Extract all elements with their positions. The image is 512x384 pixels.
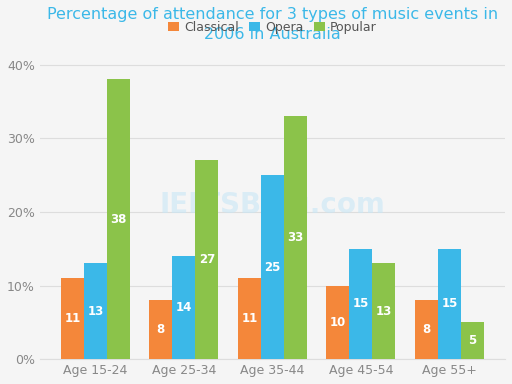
Text: 33: 33 — [287, 231, 304, 244]
Text: 10: 10 — [330, 316, 346, 329]
Text: IELTSBlog.com: IELTSBlog.com — [159, 190, 386, 218]
Text: 15: 15 — [441, 298, 458, 310]
Bar — [461, 323, 484, 359]
Bar — [196, 161, 219, 359]
Bar — [438, 249, 461, 359]
Bar — [326, 286, 349, 359]
Bar — [173, 256, 196, 359]
Bar — [107, 79, 130, 359]
Legend: Classical, Opera, Popular: Classical, Opera, Popular — [163, 16, 381, 39]
Bar — [238, 278, 261, 359]
Bar — [61, 278, 84, 359]
Bar — [150, 300, 173, 359]
Text: 25: 25 — [264, 261, 281, 274]
Bar — [284, 116, 307, 359]
Text: 15: 15 — [353, 298, 369, 310]
Text: 13: 13 — [87, 305, 103, 318]
Bar — [415, 300, 438, 359]
Text: 8: 8 — [422, 323, 431, 336]
Text: 5: 5 — [468, 334, 477, 347]
Bar — [372, 263, 395, 359]
Text: 8: 8 — [157, 323, 165, 336]
Text: 13: 13 — [376, 305, 392, 318]
Bar — [84, 263, 107, 359]
Text: 27: 27 — [199, 253, 215, 266]
Text: 38: 38 — [110, 213, 126, 226]
Title: Percentage of attendance for 3 types of music events in
2006 in Australia: Percentage of attendance for 3 types of … — [47, 7, 498, 42]
Bar — [261, 175, 284, 359]
Bar — [349, 249, 372, 359]
Text: 11: 11 — [64, 312, 80, 325]
Text: 14: 14 — [176, 301, 192, 314]
Text: 11: 11 — [241, 312, 258, 325]
